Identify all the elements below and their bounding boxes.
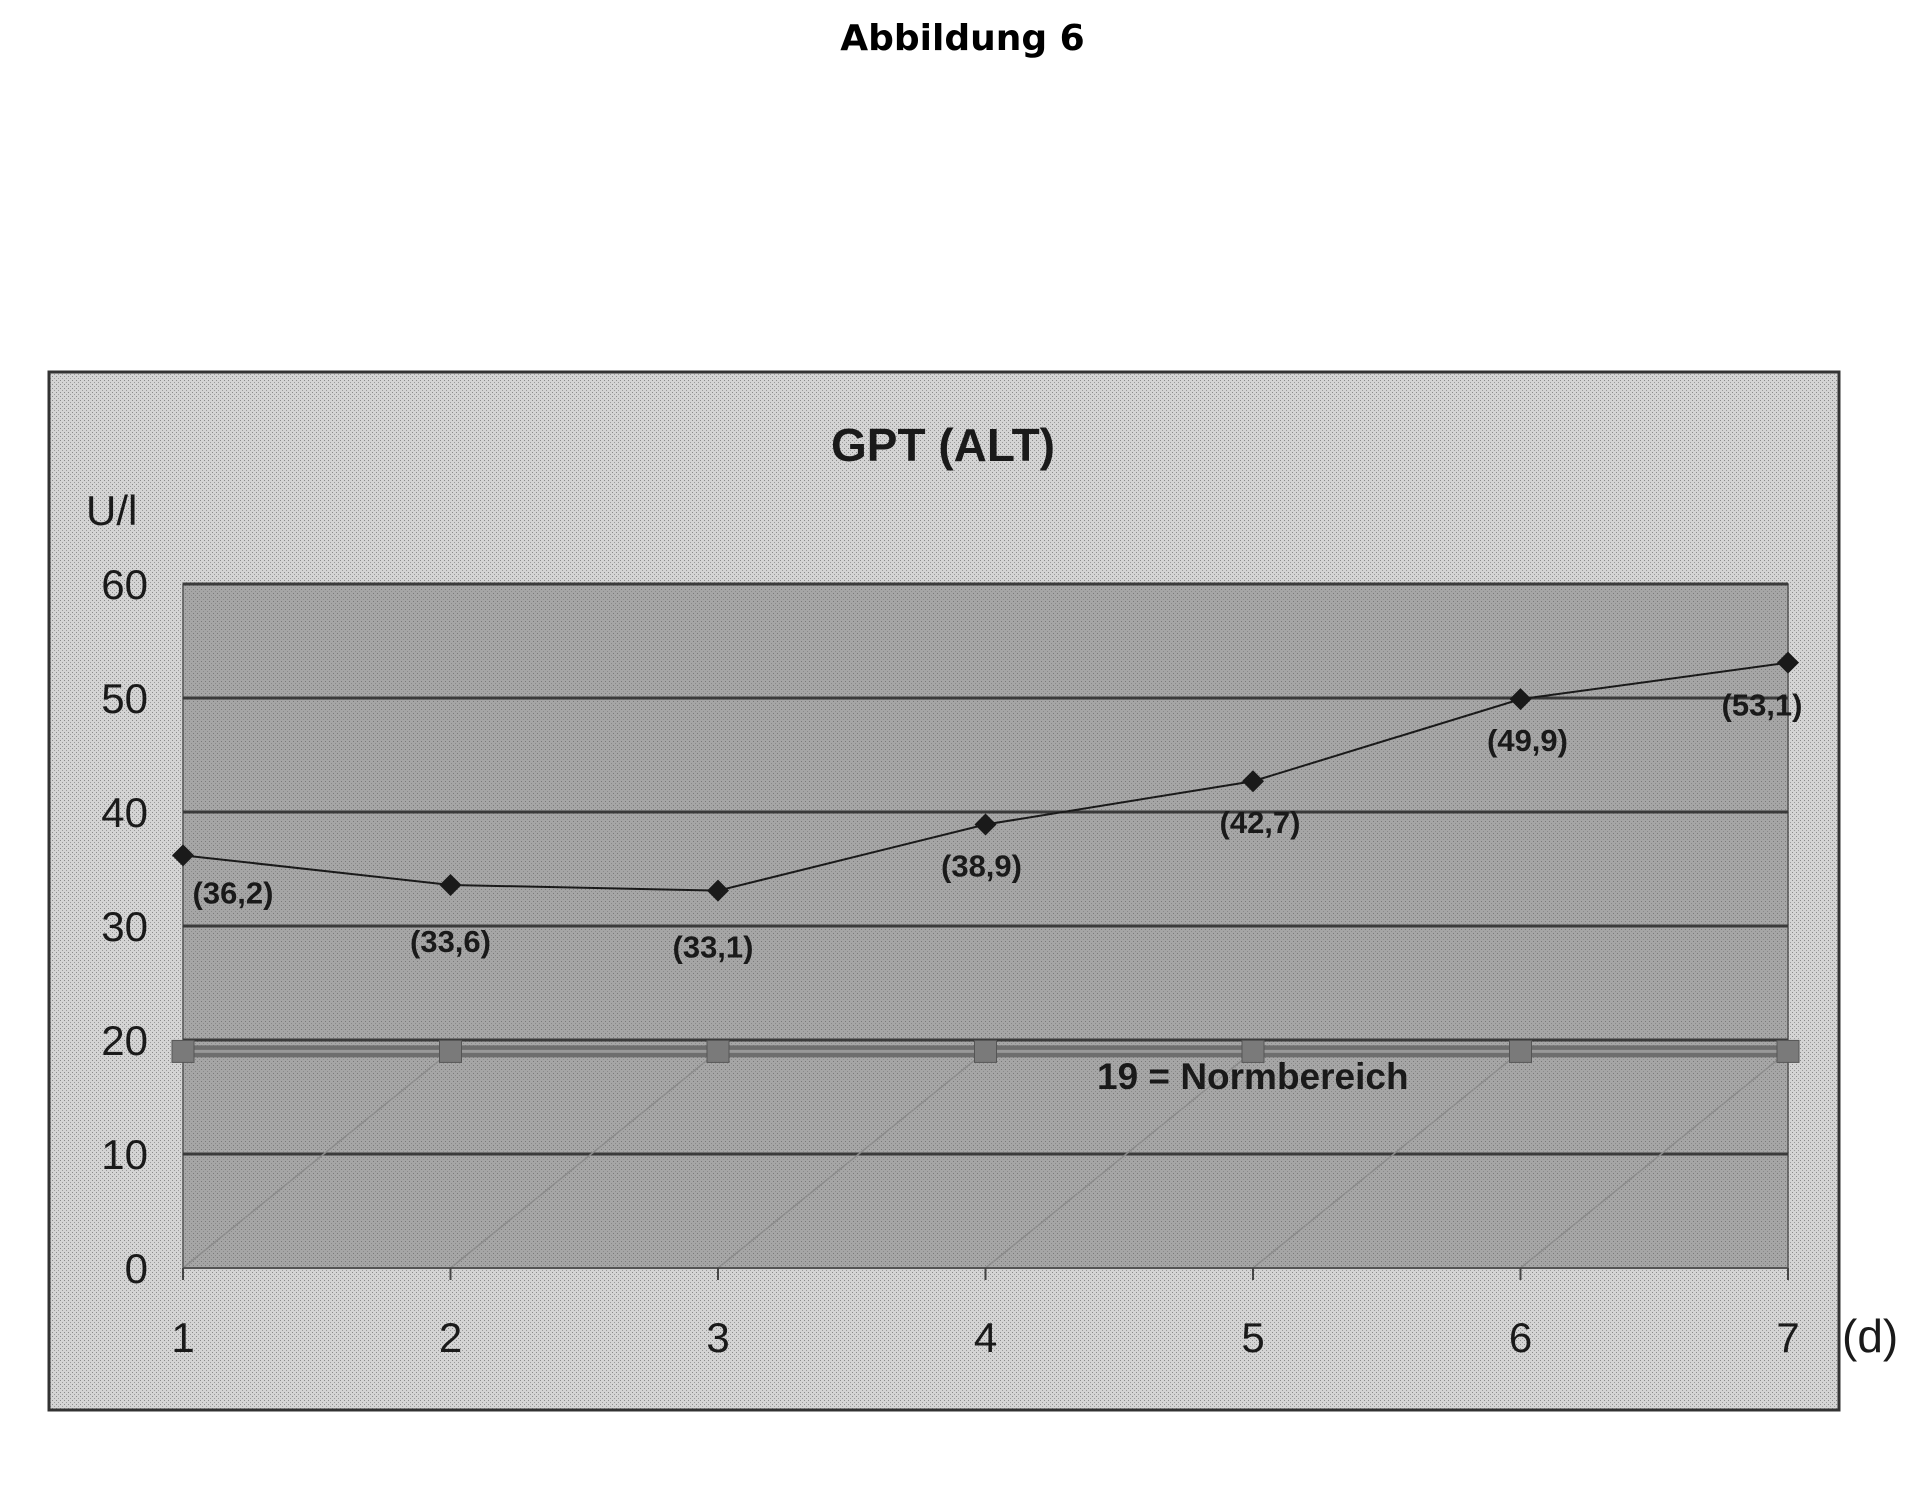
reference-marker — [1510, 1040, 1532, 1062]
y-tick-label: 50 — [101, 675, 148, 722]
y-axis-label: U/l — [86, 487, 137, 534]
y-tick-label: 60 — [101, 561, 148, 608]
x-tick-label: 4 — [974, 1314, 997, 1361]
reference-marker — [440, 1040, 462, 1062]
x-tick-label: 3 — [706, 1314, 729, 1361]
data-label: (42,7) — [1220, 805, 1301, 840]
y-tick-label: 20 — [101, 1017, 148, 1064]
y-tick-label: 10 — [101, 1131, 148, 1178]
y-tick-label: 30 — [101, 903, 148, 950]
x-tick-label: 7 — [1776, 1314, 1799, 1361]
reference-marker — [707, 1040, 729, 1062]
chart-title: GPT (ALT) — [831, 419, 1055, 471]
data-label: (53,1) — [1722, 688, 1803, 723]
x-tick-label: 1 — [171, 1314, 194, 1361]
reference-marker — [1777, 1040, 1799, 1062]
reference-marker — [172, 1040, 194, 1062]
y-tick-label: 40 — [101, 789, 148, 836]
data-label: (33,1) — [673, 930, 754, 965]
data-label: (36,2) — [193, 875, 274, 910]
data-label: (38,9) — [941, 849, 1022, 884]
data-label: (33,6) — [410, 924, 491, 959]
x-tick-label: 2 — [439, 1314, 462, 1361]
y-tick-label: 0 — [125, 1245, 148, 1292]
data-label: (49,9) — [1487, 723, 1568, 758]
x-axis-label: (d) — [1842, 1310, 1898, 1362]
x-tick-label: 6 — [1509, 1314, 1532, 1361]
normbereich-annotation: 19 = Normbereich — [1097, 1056, 1409, 1097]
reference-marker — [975, 1040, 997, 1062]
x-tick-label: 5 — [1241, 1314, 1264, 1361]
